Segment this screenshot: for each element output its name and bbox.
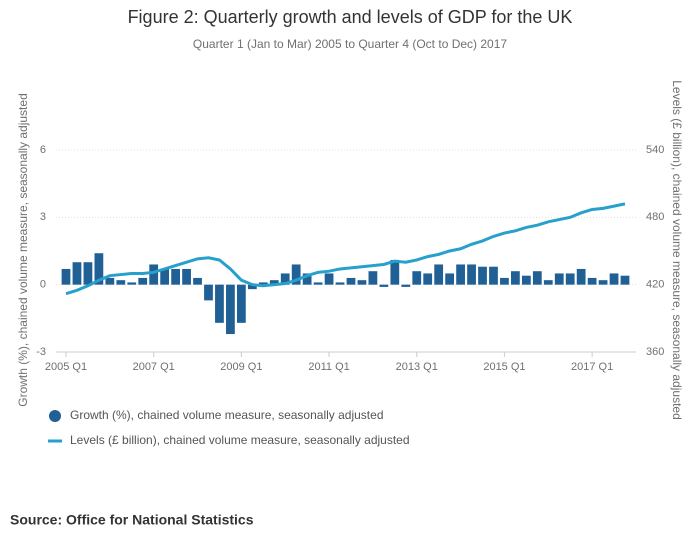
bar bbox=[379, 284, 389, 287]
bar bbox=[467, 264, 476, 285]
bar bbox=[543, 280, 553, 285]
bar bbox=[500, 277, 509, 285]
bar bbox=[368, 271, 378, 285]
bar bbox=[182, 268, 191, 285]
bar bbox=[324, 273, 334, 285]
bar bbox=[401, 284, 411, 287]
bar bbox=[511, 271, 520, 285]
bar bbox=[412, 271, 422, 285]
bar bbox=[269, 280, 279, 285]
bar bbox=[598, 280, 608, 285]
bar bbox=[456, 264, 465, 285]
bar bbox=[346, 277, 356, 285]
bar bbox=[138, 277, 148, 285]
bar bbox=[149, 264, 159, 285]
bar bbox=[61, 268, 71, 285]
legend-label: Levels (£ billion), chained volume measu… bbox=[70, 433, 410, 447]
bar bbox=[83, 262, 93, 285]
source: Source: Office for National Statistics bbox=[10, 512, 254, 528]
bar bbox=[565, 273, 575, 285]
bar bbox=[171, 268, 180, 285]
bar bbox=[193, 277, 202, 285]
bar bbox=[94, 253, 104, 285]
x-tick-label: 2005 Q1 bbox=[45, 361, 87, 373]
bar bbox=[554, 273, 564, 285]
bar bbox=[226, 284, 235, 335]
y-tick-label: 3 bbox=[40, 211, 46, 223]
y2-tick-label: 420 bbox=[646, 279, 664, 291]
y2-tick-label: 540 bbox=[646, 144, 664, 156]
bar bbox=[423, 273, 433, 285]
bar bbox=[236, 284, 246, 323]
y-tick-label: 6 bbox=[40, 144, 46, 156]
x-tick-label: 2009 Q1 bbox=[220, 361, 262, 373]
x-tick-label: 2011 Q1 bbox=[308, 361, 349, 373]
bar bbox=[313, 282, 323, 285]
bar bbox=[532, 271, 542, 285]
bar bbox=[215, 284, 224, 323]
bar bbox=[291, 264, 301, 285]
bar bbox=[390, 259, 400, 285]
bar bbox=[609, 273, 619, 285]
chart-subtitle: Quarter 1 (Jan to Mar) 2005 to Quarter 4… bbox=[193, 37, 507, 51]
bar bbox=[160, 268, 170, 285]
y2-tick-label: 480 bbox=[646, 211, 664, 223]
bar bbox=[258, 282, 268, 285]
bar bbox=[116, 280, 126, 285]
bar bbox=[105, 277, 115, 285]
x-tick-label: 2007 Q1 bbox=[133, 361, 175, 373]
bar bbox=[576, 268, 586, 285]
y-tick-label: 0 bbox=[40, 279, 46, 291]
bar bbox=[72, 262, 82, 285]
bar bbox=[335, 282, 345, 285]
bar bbox=[620, 275, 630, 285]
bar bbox=[445, 273, 455, 285]
legend-marker bbox=[49, 410, 61, 422]
y2-tick-label: 360 bbox=[646, 346, 664, 358]
bar bbox=[302, 273, 312, 285]
bar bbox=[521, 275, 531, 285]
bar bbox=[280, 273, 290, 285]
line bbox=[65, 202, 626, 296]
x-tick-label: 2015 Q1 bbox=[483, 361, 525, 373]
y2-axis-label: Levels (£ billion), chained volume measu… bbox=[670, 80, 684, 420]
x-tick-label: 2013 Q1 bbox=[396, 361, 438, 373]
legend-label: Growth (%), chained volume measure, seas… bbox=[70, 408, 384, 422]
bar bbox=[434, 264, 444, 285]
y-axis-label: Growth (%), chained volume measure, seas… bbox=[16, 93, 30, 407]
bar bbox=[204, 284, 213, 301]
x-tick-label: 2017 Q1 bbox=[571, 361, 613, 373]
bar bbox=[587, 277, 597, 285]
bar bbox=[357, 280, 367, 285]
bar bbox=[478, 266, 487, 285]
bar bbox=[489, 266, 498, 285]
y-tick-label: -3 bbox=[36, 346, 46, 358]
chart-title: Figure 2: Quarterly growth and levels of… bbox=[128, 7, 573, 27]
bar bbox=[247, 284, 257, 290]
bar bbox=[127, 282, 137, 285]
